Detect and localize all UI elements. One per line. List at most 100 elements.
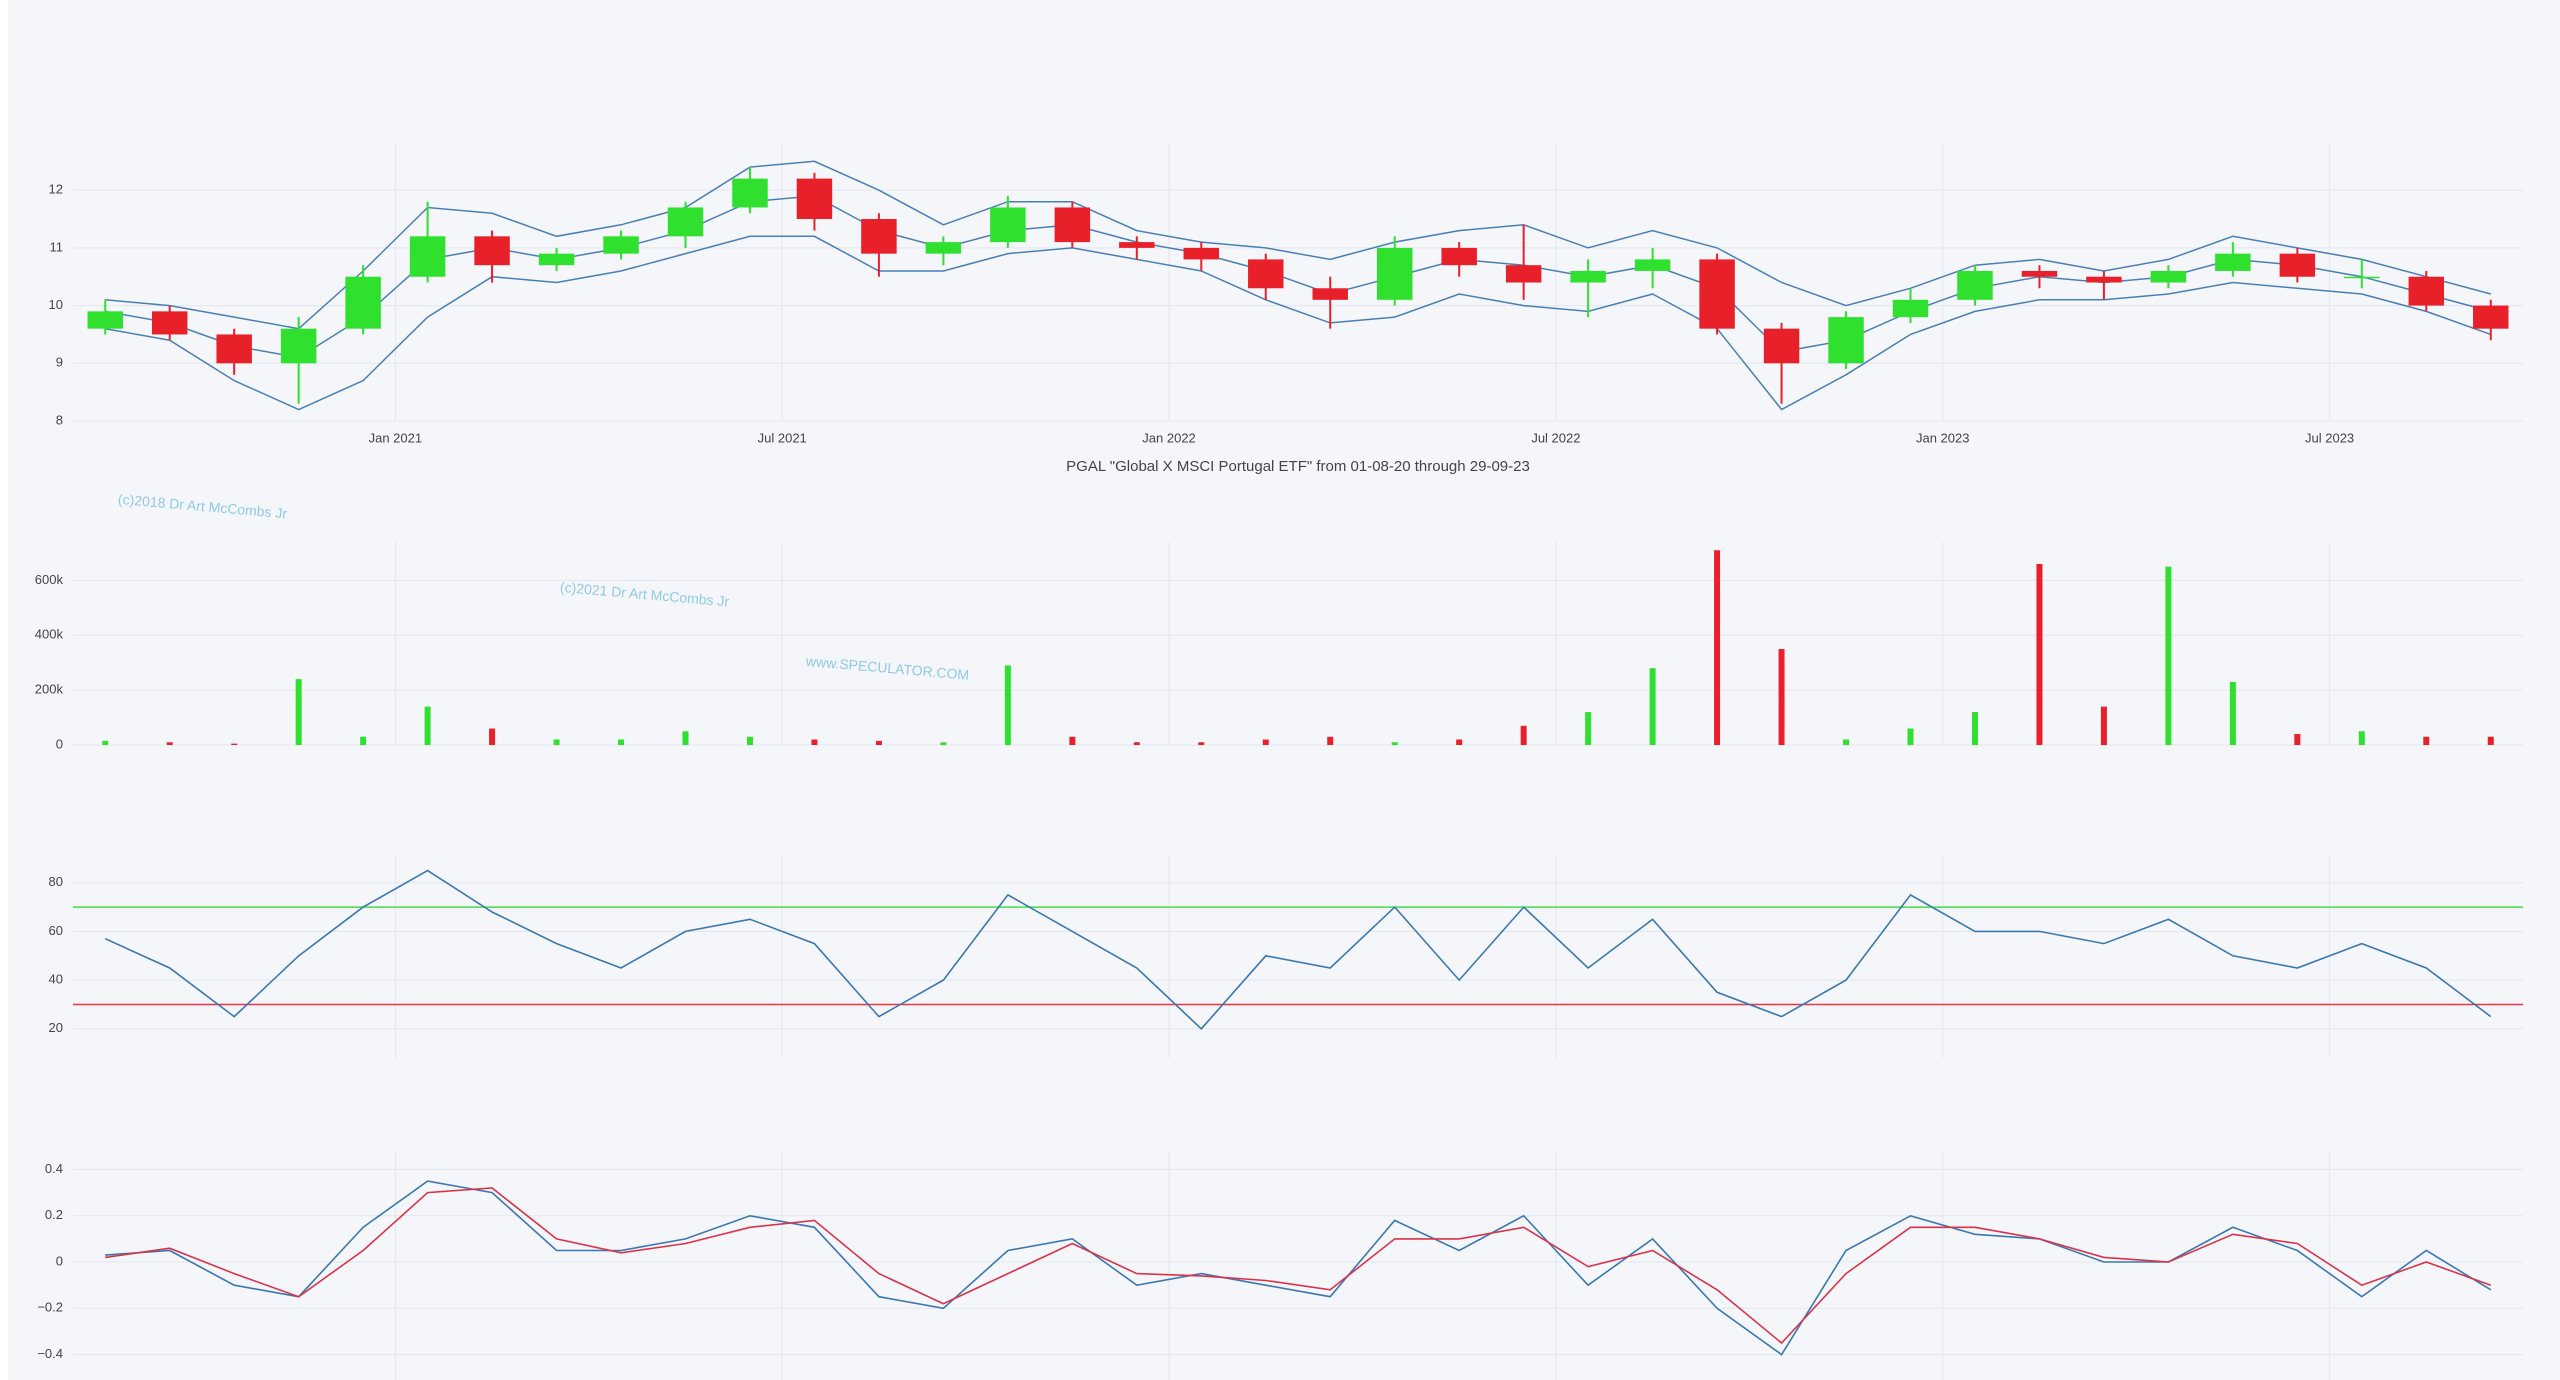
candle-body bbox=[990, 207, 1026, 243]
y-tick-label: 200k bbox=[35, 682, 64, 697]
candle-body bbox=[538, 253, 575, 266]
y-tick-label: −0.2 bbox=[37, 1300, 63, 1315]
y-tick-label: 40 bbox=[49, 972, 63, 987]
volume-bar bbox=[102, 740, 109, 745]
candle-body bbox=[474, 236, 510, 266]
indicator-line bbox=[105, 1187, 2492, 1345]
candle-body bbox=[1312, 288, 1348, 300]
candle-body bbox=[1376, 247, 1413, 300]
candle-body bbox=[1183, 247, 1220, 260]
x-tick-label: Jul 2023 bbox=[2305, 430, 2354, 445]
candle-body bbox=[87, 311, 123, 329]
y-tick-label: 9 bbox=[56, 355, 63, 370]
candle-body bbox=[925, 242, 962, 254]
volume-bar bbox=[2423, 736, 2430, 745]
indicator-line bbox=[104, 869, 2492, 1030]
candle-body bbox=[1248, 259, 1284, 289]
y-tick-label: 0 bbox=[56, 736, 63, 751]
volume-bar bbox=[1391, 742, 1398, 745]
candle-body bbox=[2344, 276, 2380, 279]
volume-bar bbox=[2036, 563, 2043, 745]
y-tick-label: 0.2 bbox=[45, 1207, 63, 1222]
volume-bar bbox=[424, 706, 431, 745]
candle-body bbox=[2215, 253, 2251, 271]
x-tick-label: Jul 2021 bbox=[758, 430, 807, 445]
candle-body bbox=[151, 311, 188, 335]
y-tick-label: 11 bbox=[50, 239, 64, 254]
volume-bar bbox=[231, 743, 238, 745]
candle-body bbox=[345, 276, 381, 329]
y-tick-label: 20 bbox=[49, 1020, 63, 1035]
candle-body bbox=[732, 178, 768, 208]
volume-bar bbox=[746, 736, 753, 745]
candle-body bbox=[2086, 276, 2122, 283]
volume-bar bbox=[1456, 739, 1463, 745]
y-tick-label: 12 bbox=[49, 182, 63, 197]
chart-title: PGAL "Global X MSCI Portugal ETF" from 0… bbox=[1066, 458, 1530, 475]
bollinger-band bbox=[105, 235, 2492, 411]
candle-body bbox=[1119, 242, 1155, 248]
candle-body bbox=[796, 178, 833, 220]
volume-bar bbox=[1714, 550, 1721, 745]
volume-bar bbox=[360, 736, 367, 745]
volume-bar bbox=[682, 731, 689, 745]
volume-bar bbox=[811, 739, 818, 745]
candle-body bbox=[1505, 265, 1542, 283]
candle-body bbox=[2150, 270, 2187, 283]
volume-bar bbox=[166, 742, 173, 745]
volume-bar bbox=[875, 740, 882, 745]
volume-bar bbox=[1520, 725, 1527, 745]
volume-bar bbox=[940, 742, 947, 745]
y-tick-label: 60 bbox=[49, 923, 63, 938]
y-tick-label: 0 bbox=[56, 1253, 63, 1268]
x-tick-label: Jan 2021 bbox=[369, 430, 423, 445]
bollinger-band bbox=[105, 160, 2491, 330]
volume-bar bbox=[1585, 712, 1592, 745]
volume-bar bbox=[1907, 728, 1914, 745]
y-tick-label: 80 bbox=[49, 874, 63, 889]
candle-body bbox=[1699, 259, 1735, 329]
x-tick-label: Jul 2022 bbox=[1531, 430, 1580, 445]
candle-body bbox=[1634, 259, 1671, 271]
candle-body bbox=[1054, 207, 1091, 243]
candle-body bbox=[861, 219, 897, 254]
volume-bar bbox=[1198, 742, 1205, 745]
candle-body bbox=[1763, 328, 1800, 364]
candle-body bbox=[667, 207, 704, 237]
y-tick-label: 600k bbox=[35, 572, 64, 587]
volume-bar bbox=[2294, 734, 2301, 745]
candle-body bbox=[2408, 276, 2445, 306]
x-tick-label: Jan 2022 bbox=[1142, 430, 1196, 445]
volume-bar bbox=[1069, 736, 1076, 745]
volume-bar bbox=[489, 728, 496, 745]
candle-body bbox=[409, 236, 446, 277]
candle-body bbox=[216, 334, 252, 364]
volume-bar bbox=[1327, 736, 1334, 745]
candle-body bbox=[2279, 253, 2316, 277]
volume-bar bbox=[2100, 706, 2107, 745]
volume-bar bbox=[295, 679, 302, 745]
volume-bar bbox=[2229, 681, 2236, 745]
indicator-line bbox=[105, 1180, 2492, 1356]
candle-body bbox=[1957, 270, 1993, 300]
candle-body bbox=[1441, 247, 1477, 266]
y-tick-label: 8 bbox=[56, 412, 63, 427]
candle-body bbox=[280, 328, 317, 364]
volume-bar bbox=[1133, 742, 1140, 745]
volume-bar bbox=[1004, 665, 1011, 745]
volume-bar bbox=[553, 739, 560, 745]
candle-body bbox=[2021, 270, 2058, 277]
candle-body bbox=[1892, 299, 1929, 318]
candle-body bbox=[1828, 317, 1864, 364]
y-tick-label: 400k bbox=[35, 627, 64, 642]
volume-bar bbox=[618, 739, 625, 745]
volume-bar bbox=[1649, 668, 1656, 745]
y-tick-label: 0.4 bbox=[45, 1161, 63, 1176]
volume-bar bbox=[2165, 566, 2172, 745]
volume-bar bbox=[1843, 739, 1850, 745]
candle-body bbox=[2473, 305, 2509, 329]
candle-body bbox=[1570, 270, 1606, 283]
volume-bar bbox=[2358, 731, 2365, 745]
volume-bar bbox=[2487, 736, 2494, 745]
